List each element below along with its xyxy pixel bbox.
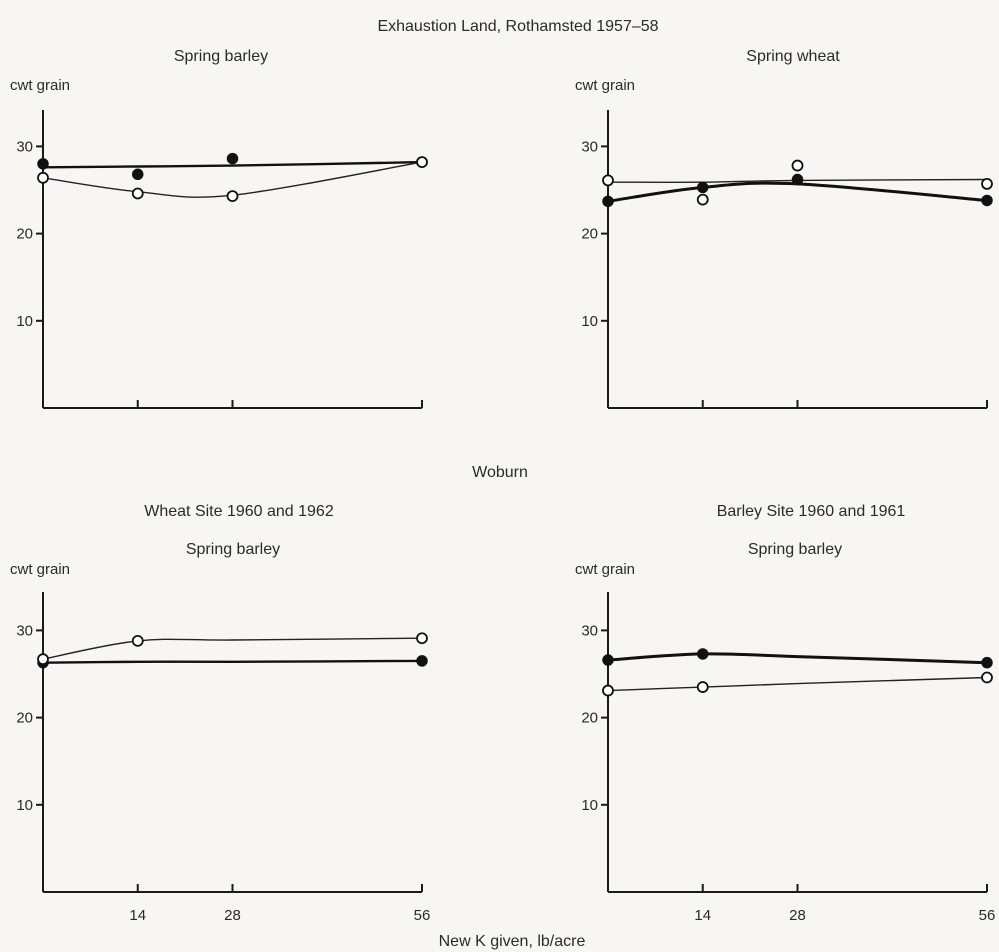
y-tick-label: 20 [581, 226, 598, 243]
series-line-filled [607, 181, 988, 203]
figure-top-title: Exhaustion Land, Rothamsted 1957–58 [377, 18, 658, 35]
data-point-open [131, 634, 144, 647]
data-point-open [696, 193, 709, 206]
series-line-filled [607, 652, 988, 665]
data-point-open [981, 671, 993, 684]
data-point-filled [981, 656, 993, 669]
panel-subtitle: Spring barley [174, 48, 268, 65]
data-point-filled [602, 195, 614, 208]
chart-panel-2: Spring wheat cwt grain 10 20 30 [575, 48, 993, 409]
data-point-open [416, 632, 428, 645]
figure-mid-title: Woburn [472, 464, 528, 481]
y-axis-label: cwt grain [10, 561, 70, 578]
data-point-filled [697, 181, 709, 194]
y-tick-label: 20 [16, 710, 33, 727]
x-tick-label: 56 [979, 907, 996, 924]
data-point-open [131, 187, 144, 200]
y-tick-label: 30 [581, 138, 598, 155]
data-point-open [696, 681, 709, 693]
panel-subtitle: Spring barley [186, 541, 280, 558]
x-tick-label: 14 [694, 907, 711, 924]
y-axis-label: cwt grain [575, 561, 635, 578]
y-tick-label: 10 [16, 313, 33, 330]
panel-subtitle: Spring barley [748, 541, 842, 558]
data-point-filled [981, 194, 993, 207]
x-tick-label: 28 [789, 907, 806, 924]
data-point-open [226, 190, 239, 203]
y-tick-label: 30 [16, 622, 33, 639]
chart-panel-4: Barley Site 1960 and 1961 Spring barley cw… [575, 503, 995, 924]
data-point-filled [791, 173, 804, 186]
y-tick-label: 30 [16, 138, 33, 155]
y-tick-label: 10 [16, 797, 33, 814]
panel-title: Barley Site 1960 and 1961 [717, 503, 906, 520]
series-line-open [42, 161, 423, 198]
y-tick-label: 20 [581, 710, 598, 727]
y-tick-label: 10 [581, 313, 598, 330]
x-tick-label: 14 [129, 907, 146, 924]
series-line-open [607, 676, 988, 692]
chart-panel-1: Spring barley cwt grain 10 20 30 [10, 48, 428, 409]
panel-title: Wheat Site 1960 and 1962 [144, 503, 334, 520]
data-point-filled [602, 654, 614, 666]
series-line-open [42, 637, 423, 660]
data-point-open [981, 177, 993, 190]
data-point-filled [37, 158, 49, 170]
y-tick-label: 20 [16, 226, 33, 243]
data-point-open [791, 159, 804, 172]
data-point-open [416, 156, 428, 168]
data-point-open [602, 684, 614, 697]
data-point-open [602, 174, 614, 187]
data-point-open [37, 653, 49, 666]
y-tick-label: 10 [581, 797, 598, 814]
series-line-filled [42, 659, 423, 664]
data-point-filled [226, 152, 239, 165]
data-point-filled [132, 168, 144, 181]
series-line-open [607, 178, 988, 183]
y-tick-label: 30 [581, 622, 598, 639]
panel-subtitle: Spring wheat [746, 48, 840, 65]
data-point-open [37, 171, 49, 184]
y-axis-label: cwt grain [10, 77, 70, 94]
chart-panel-3: Wheat Site 1960 and 1962 Spring barley cwt… [10, 503, 430, 924]
x-tick-label: 28 [224, 907, 241, 924]
x-tick-label: 56 [414, 907, 431, 924]
series-line-filled [42, 160, 423, 169]
x-axis-label: New K given, lb/acre [439, 933, 586, 950]
data-point-filled [697, 648, 709, 660]
y-axis-label: cwt grain [575, 77, 635, 94]
data-point-filled [416, 655, 428, 667]
